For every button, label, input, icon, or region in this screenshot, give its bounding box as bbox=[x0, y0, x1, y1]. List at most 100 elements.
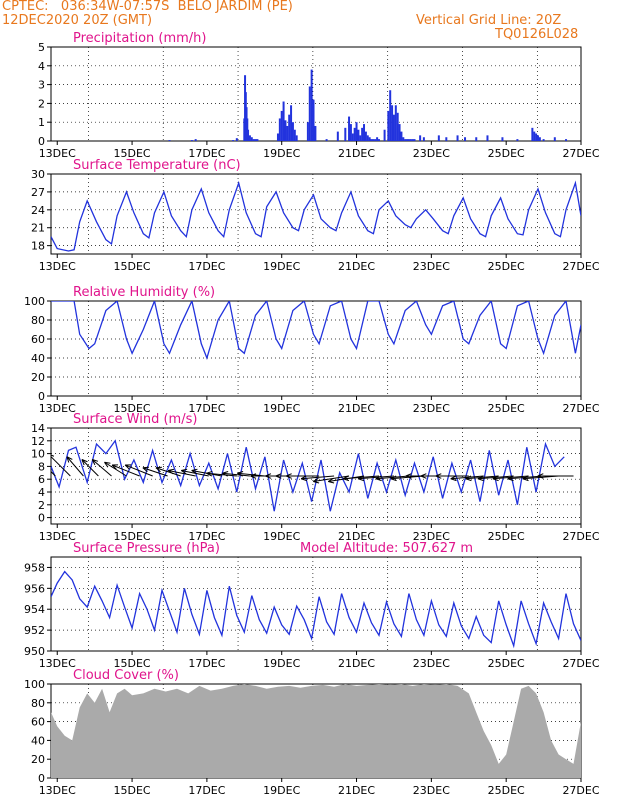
pres-ytick-label: 956 bbox=[24, 582, 45, 595]
precip-bar bbox=[295, 135, 298, 141]
wind-xtick-label: 17DEC bbox=[188, 530, 225, 543]
precip-bar bbox=[535, 133, 538, 141]
rh-xtick-label: 13DEC bbox=[39, 402, 76, 415]
wind-ytick-label: 12 bbox=[31, 435, 45, 448]
precip-bar bbox=[368, 137, 371, 141]
pres-title: Surface Pressure (hPa) bbox=[73, 541, 220, 556]
precip-ytick-label: 2 bbox=[38, 97, 45, 110]
precip-bar bbox=[398, 124, 401, 141]
rh-xtick-label: 15DEC bbox=[114, 402, 151, 415]
wind-vector-head bbox=[237, 470, 244, 477]
header-station: CPTEC: 036:34W-07:57S BELO JARDIM (PE) bbox=[2, 0, 293, 14]
precip-ytick-label: 0 bbox=[38, 135, 45, 148]
wind-vector-head bbox=[477, 475, 484, 482]
wind-vector bbox=[91, 459, 112, 477]
rh-title: Relative Humidity (%) bbox=[73, 285, 215, 300]
precip-bar bbox=[361, 127, 364, 141]
precip-bar bbox=[276, 133, 279, 141]
wind-xtick-label: 27DEC bbox=[562, 530, 599, 543]
precip-xtick-label: 21DEC bbox=[338, 147, 375, 160]
precip-bar bbox=[336, 131, 339, 141]
wind-vector-head bbox=[142, 466, 149, 473]
precip-bar bbox=[310, 69, 313, 141]
wind-vector bbox=[450, 475, 484, 480]
precip-bar bbox=[475, 137, 478, 141]
precip-bar bbox=[372, 139, 375, 141]
cloud-xtick-label: 23DEC bbox=[413, 784, 450, 797]
precip-panel: 0 1 2 3 4 5 13DEC 15DEC 17DEC 19DEC 21DEC 23DEC 25DE… bbox=[38, 31, 600, 160]
precip-bar bbox=[392, 114, 395, 141]
precip-bar bbox=[284, 120, 287, 141]
wind-vector-head bbox=[275, 473, 282, 479]
wind-vector-head bbox=[285, 473, 292, 479]
wind-xtick-label: 23DEC bbox=[413, 530, 450, 543]
precip-ytick-label: 4 bbox=[38, 60, 45, 73]
rh-ytick-label: 60 bbox=[31, 333, 45, 346]
wind-ytick-label: 2 bbox=[38, 499, 45, 512]
precip-bar bbox=[407, 139, 410, 141]
wind-vector-head bbox=[124, 464, 132, 470]
temp-panel: 18 21 24 27 30 13DEC 15DEC 17DEC 19DEC 21DEC 23DEC… bbox=[31, 158, 600, 273]
wind-vector bbox=[222, 472, 250, 477]
wind-xtick-label: 15DEC bbox=[114, 530, 151, 543]
wind-title: Surface Wind (m/s) bbox=[73, 412, 197, 427]
temp-xtick-label: 25DEC bbox=[488, 260, 525, 273]
precip-bar bbox=[256, 139, 259, 141]
precip-ytick-label: 5 bbox=[38, 41, 45, 54]
wind-vector-head bbox=[522, 475, 529, 482]
precip-bar bbox=[394, 105, 397, 141]
precip-bar bbox=[280, 110, 283, 141]
pres-xtick-label: 23DEC bbox=[413, 657, 450, 670]
wind-vector bbox=[111, 464, 140, 477]
wind-vector-head bbox=[343, 475, 350, 482]
precip-bar bbox=[377, 139, 380, 141]
wind-vector-head bbox=[492, 475, 499, 482]
rh-xtick-label: 27DEC bbox=[562, 402, 599, 415]
rh-panel: 0 20 40 60 80 100 13DEC 15DEC 17DEC 19DEC 21DEC 23D… bbox=[24, 285, 600, 415]
wind-vector-head bbox=[250, 473, 257, 479]
wind-frame bbox=[50, 427, 582, 525]
precip-bar bbox=[516, 139, 519, 141]
rh-ytick-label: 20 bbox=[31, 371, 45, 384]
precip-bar bbox=[387, 110, 390, 141]
wind-vector-head bbox=[300, 475, 307, 482]
temp-xtick-label: 17DEC bbox=[188, 260, 225, 273]
rh-ytick-label: 40 bbox=[31, 352, 45, 365]
precip-bar bbox=[422, 137, 425, 141]
wind-vector bbox=[104, 461, 127, 477]
precip-bar bbox=[542, 139, 545, 141]
precip-bar bbox=[411, 139, 414, 141]
wind-vector-head bbox=[81, 459, 88, 466]
wind-vector bbox=[313, 475, 350, 482]
wind-vector bbox=[142, 467, 168, 477]
precip-bar bbox=[349, 124, 352, 141]
wind-vector-head bbox=[375, 475, 382, 482]
precip-bar bbox=[348, 116, 351, 141]
precip-xtick-label: 19DEC bbox=[263, 147, 300, 160]
precip-bar bbox=[278, 118, 281, 141]
precip-xtick-label: 15DEC bbox=[114, 147, 151, 160]
wind-vector bbox=[358, 475, 394, 480]
cloud-ytick-label: 40 bbox=[31, 734, 45, 747]
precip-bar bbox=[376, 137, 379, 141]
precip-bar bbox=[366, 135, 369, 141]
rh-xtick-label: 25DEC bbox=[488, 402, 525, 415]
precip-bar bbox=[464, 137, 467, 141]
cloud-xtick-label: 13DEC bbox=[39, 784, 76, 797]
wind-ytick-label: 14 bbox=[31, 422, 45, 435]
precip-ytick-label: 3 bbox=[38, 79, 45, 92]
precip-bar bbox=[252, 139, 255, 141]
wind-vector-head bbox=[390, 475, 397, 482]
precip-bar bbox=[250, 137, 253, 141]
temp-ytick-label: 27 bbox=[31, 186, 45, 199]
pres-ytick-label: 954 bbox=[24, 603, 45, 616]
wind-xtick-label: 13DEC bbox=[39, 530, 76, 543]
precip-bar bbox=[194, 139, 197, 141]
wind-vector bbox=[155, 467, 181, 477]
wind-vector-head bbox=[357, 475, 365, 482]
cloud-ytick-label: 0 bbox=[38, 772, 45, 785]
temp-title: Surface Temperature (nC) bbox=[73, 158, 241, 173]
wind-vector-head bbox=[435, 473, 442, 479]
temp-ytick-label: 18 bbox=[31, 240, 45, 253]
precip-xtick-label: 27DEC bbox=[562, 147, 599, 160]
